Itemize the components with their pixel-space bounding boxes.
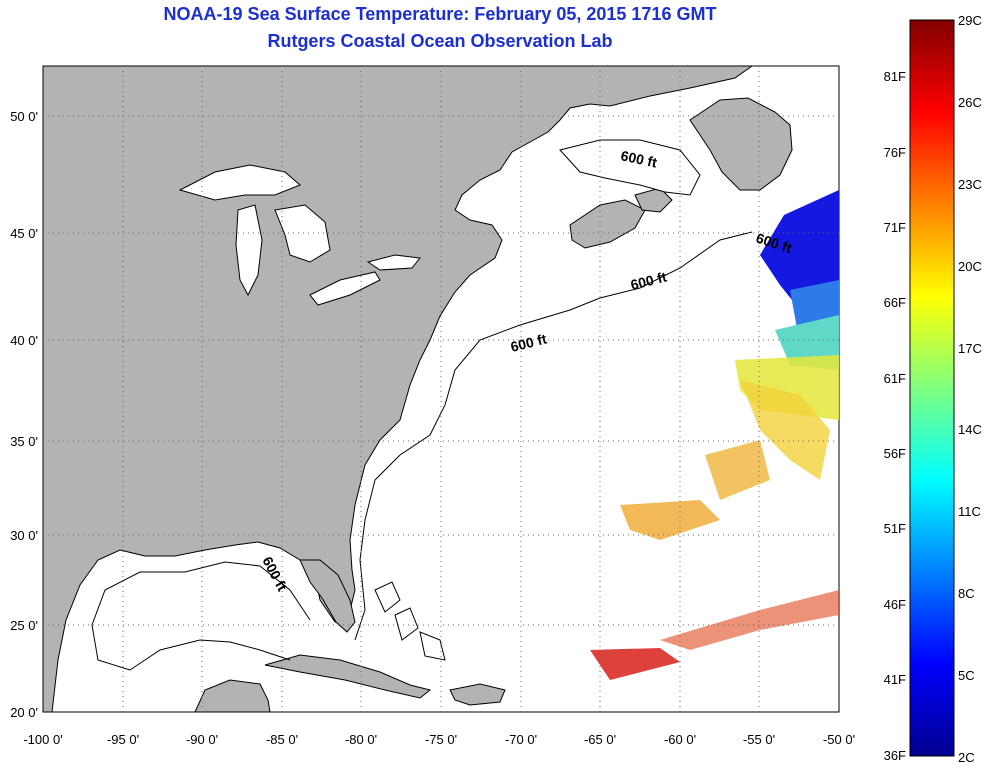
lat-tick-label: 50 0' xyxy=(10,109,38,124)
land-nova-scotia xyxy=(569,199,646,249)
land-florida xyxy=(299,559,356,633)
lat-tick-label: 35 0' xyxy=(10,434,38,449)
lat-tick-label: 20 0' xyxy=(10,705,38,720)
colorbar-f-label: 46F xyxy=(884,597,906,612)
lat-tick-label: 30 0' xyxy=(10,528,38,543)
lat-tick-label: 40 0' xyxy=(10,333,38,348)
colorbar-c-label: 11C xyxy=(958,504,981,519)
colorbar-f-label: 61F xyxy=(884,371,906,386)
colorbar-f-label: 41F xyxy=(884,672,906,687)
lon-tick-label: -50 0' xyxy=(823,732,855,747)
lon-tick-label: -55 0' xyxy=(743,732,775,747)
colorbar-f-label: 66F xyxy=(884,295,906,310)
lon-tick-label: -70 0' xyxy=(505,732,537,747)
sst-data xyxy=(590,190,839,680)
colorbar xyxy=(909,19,955,757)
lon-tick-label: -90 0' xyxy=(186,732,218,747)
lon-tick-label: -60 0' xyxy=(664,732,696,747)
colorbar-c-label: 5C xyxy=(958,668,975,683)
colorbar-f-label: 71F xyxy=(884,220,906,235)
isobath-600ft-gulf xyxy=(91,561,311,671)
colorbar-c-label: 29C xyxy=(958,13,982,28)
colorbar-f-label: 76F xyxy=(884,145,906,160)
land-newfoundland xyxy=(689,97,793,191)
colorbar-fahrenheit-labels: 81F 76F 71F 66F 61F 56F 51F 46F 41F 36F xyxy=(884,69,906,763)
land-north-america xyxy=(43,66,753,712)
colorbar-c-label: 2C xyxy=(958,750,975,765)
land-hispaniola xyxy=(449,683,506,706)
colorbar-c-label: 14C xyxy=(958,422,982,437)
colorbar-f-label: 81F xyxy=(884,69,906,84)
lake-erie xyxy=(309,271,381,306)
colorbar-c-label: 20C xyxy=(958,259,982,274)
land-yucatan xyxy=(194,679,271,712)
colorbar-c-label: 23C xyxy=(958,177,982,192)
map-title: NOAA-19 Sea Surface Temperature: Februar… xyxy=(163,4,717,24)
lake-ontario xyxy=(366,254,421,271)
lat-tick-label: 25 0' xyxy=(10,618,38,633)
colorbar-c-label: 26C xyxy=(958,95,982,110)
lat-tick-label: 45 0' xyxy=(10,226,38,241)
lon-tick-label: -95 0' xyxy=(107,732,139,747)
lon-tick-label: -85 0' xyxy=(266,732,298,747)
colorbar-f-label: 51F xyxy=(884,521,906,536)
contour-label-600ft-1: 600 ft xyxy=(619,147,658,170)
lon-tick-label: -80 0' xyxy=(345,732,377,747)
colorbar-f-label: 56F xyxy=(884,446,906,461)
colorbar-c-label: 17C xyxy=(958,341,982,356)
colorbar-f-label: 36F xyxy=(884,748,906,763)
map-subtitle: Rutgers Coastal Ocean Observation Lab xyxy=(267,31,613,51)
land-bahamas xyxy=(374,581,446,661)
lake-michigan xyxy=(235,204,263,297)
lon-axis: -100 0' -95 0' -90 0' -85 0' -80 0' -75 … xyxy=(23,732,855,747)
lon-tick-label: -100 0' xyxy=(23,732,62,747)
lake-superior xyxy=(178,164,301,201)
lon-tick-label: -75 0' xyxy=(425,732,457,747)
water-gulf-st-lawrence xyxy=(559,139,701,196)
lake-huron xyxy=(274,204,331,263)
colorbar-c-label: 8C xyxy=(958,586,975,601)
lon-tick-label: -65 0' xyxy=(584,732,616,747)
land-cuba xyxy=(264,654,432,699)
colorbar-celsius-labels: 29C 26C 23C 20C 17C 14C 11C 8C 5C 2C xyxy=(958,13,982,765)
isobath-600ft xyxy=(354,231,753,641)
lat-axis: 50 0' 45 0' 40 0' 35 0' 30 0' 25 0' 20 0… xyxy=(10,109,38,720)
